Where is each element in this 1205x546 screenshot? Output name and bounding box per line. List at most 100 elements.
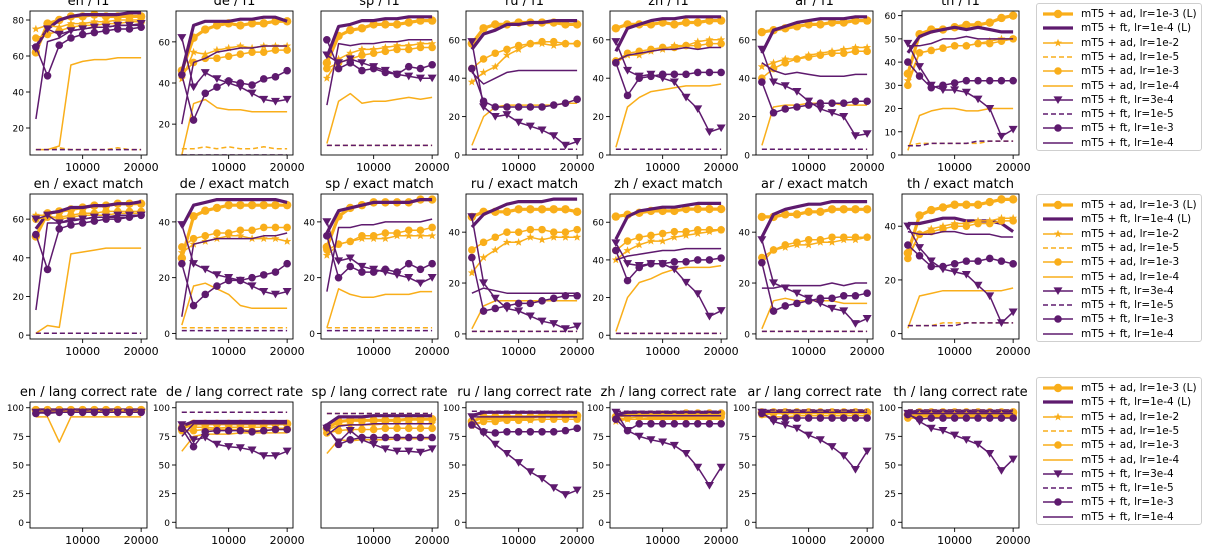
x-tick-label: 10000	[65, 534, 100, 546]
data-point	[851, 414, 860, 422]
legend-item: mT5 + ad, lr=1e-3 (L)	[1041, 7, 1201, 21]
data-point	[612, 246, 620, 255]
axes-frame	[320, 401, 439, 529]
legend-item: mT5 + ad, lr=1e-2	[1041, 36, 1201, 50]
data-point	[647, 419, 655, 428]
data-point	[816, 207, 825, 217]
legend-swatch	[1043, 113, 1073, 115]
series-2	[180, 198, 288, 229]
data-point	[393, 433, 401, 442]
data-point	[357, 24, 367, 33]
data-point	[863, 414, 871, 422]
data-point	[334, 440, 343, 449]
series-line	[761, 411, 868, 471]
data-point	[839, 49, 848, 58]
series-2	[325, 198, 433, 234]
data-point	[479, 253, 488, 262]
data-point	[334, 273, 343, 282]
data-point	[31, 211, 40, 219]
data-point	[404, 18, 413, 27]
legend-label: mT5 + ft, lr=1e-4 (L)	[1081, 213, 1192, 226]
axes-frame	[901, 193, 1020, 340]
data-point	[31, 215, 41, 224]
data-point	[178, 259, 186, 268]
data-point	[839, 113, 849, 121]
data-point	[927, 83, 936, 92]
data-point	[961, 436, 971, 444]
x-tick-label: 10000	[791, 534, 826, 546]
data-point	[416, 226, 425, 235]
data-point	[792, 424, 802, 433]
series-9	[758, 409, 871, 423]
data-point	[623, 91, 632, 100]
series-6	[615, 83, 722, 148]
series-line	[470, 19, 578, 51]
x-tick-label: 20000	[850, 345, 885, 358]
data-point	[851, 47, 860, 56]
axes-frame	[755, 193, 874, 340]
data-point	[669, 265, 679, 274]
data-point	[357, 59, 367, 67]
data-point	[997, 13, 1006, 23]
data-point	[381, 234, 390, 243]
data-point	[939, 225, 947, 233]
legend-label: mT5 + ad, lr=1e-5	[1081, 241, 1180, 254]
series-line	[907, 287, 1014, 329]
series-line	[907, 416, 1014, 420]
data-point	[526, 427, 535, 436]
legend-marker	[1054, 67, 1062, 75]
data-point	[369, 45, 378, 53]
data-point	[704, 128, 714, 137]
data-point	[322, 73, 331, 82]
series-line	[907, 140, 1014, 147]
legend-item: mT5 + ft, lr=1e-3	[1041, 121, 1201, 135]
data-point	[915, 244, 925, 252]
legend-swatch	[1043, 141, 1073, 144]
plot-area	[903, 195, 1018, 329]
series-9	[32, 211, 145, 274]
series-line	[615, 46, 722, 62]
data-point	[705, 68, 714, 77]
data-point	[358, 51, 366, 59]
data-point	[479, 103, 489, 112]
data-point	[573, 232, 582, 241]
data-point	[322, 58, 332, 68]
y-tick-label: 20	[159, 121, 171, 131]
data-point	[793, 299, 801, 308]
data-point	[985, 254, 994, 263]
data-point	[974, 257, 982, 265]
data-point	[415, 74, 425, 83]
data-point	[526, 205, 535, 214]
data-point	[248, 427, 256, 436]
series-line	[326, 46, 433, 70]
data-point	[369, 49, 378, 58]
legend-item: mT5 + ad, lr=1e-2	[1041, 227, 1201, 241]
legend-item: mT5 + ft, lr=1e-4 (L)	[1041, 212, 1201, 226]
x-tick-label: 10000	[645, 345, 680, 358]
series-line	[761, 297, 868, 330]
data-point	[177, 34, 187, 42]
chart-title: th / f1	[941, 0, 980, 9]
data-point	[514, 238, 523, 246]
data-point	[247, 89, 257, 98]
data-point	[323, 64, 331, 73]
series-line	[181, 37, 288, 103]
y-tick-label: 40	[159, 218, 171, 228]
data-point	[345, 427, 355, 435]
data-point	[67, 221, 75, 229]
series-5	[904, 217, 1017, 263]
data-point	[623, 426, 632, 435]
y-tick-label: 75	[593, 433, 604, 443]
data-point	[781, 105, 790, 113]
series-6	[326, 92, 433, 144]
legend-swatch	[1043, 304, 1073, 306]
series-10	[615, 46, 722, 62]
chart-panel: en / f1 10000 20000 20 40 60 80	[13, 0, 159, 174]
data-point	[502, 50, 511, 59]
data-point	[479, 55, 488, 63]
data-point	[259, 287, 269, 296]
data-point	[503, 302, 511, 310]
series-line	[907, 414, 1014, 419]
series-line	[471, 410, 578, 418]
y-tick-label: 60	[593, 36, 605, 46]
